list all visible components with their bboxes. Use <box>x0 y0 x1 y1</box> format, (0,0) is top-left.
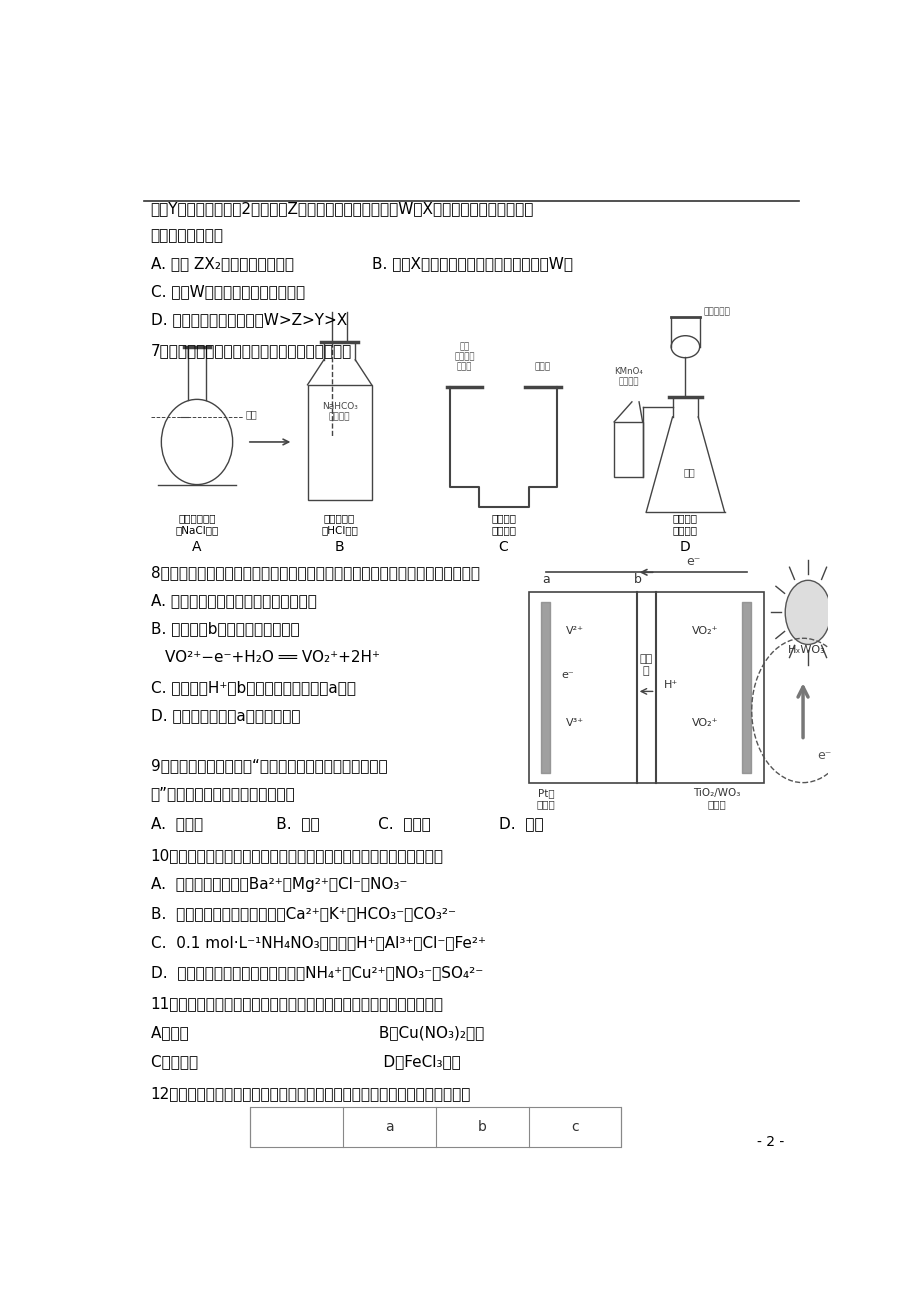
Text: KMnO₄
酸性溶液: KMnO₄ 酸性溶液 <box>613 367 642 387</box>
Text: VO²⁺−e⁻+H₂O ══ VO₂⁺+2H⁺: VO²⁺−e⁻+H₂O ══ VO₂⁺+2H⁺ <box>165 651 380 665</box>
Text: B. 光照时，b极的电极反应式为：: B. 光照时，b极的电极反应式为： <box>151 621 299 637</box>
Text: 铁钉
没食盐水
的棉圈: 铁钉 没食盐水 的棉圈 <box>454 342 474 372</box>
Text: D.  与铝反应能放出氢气的溶液中：NH₄⁺、Cu²⁺、NO₃⁻、SO₄²⁻: D. 与铝反应能放出氢气的溶液中：NH₄⁺、Cu²⁺、NO₃⁻、SO₄²⁻ <box>151 965 482 980</box>
Text: D. 夜间无光照时，a为电池的负极: D. 夜间无光照时，a为电池的负极 <box>151 708 300 724</box>
Text: 12、下表所列各组物质中，物质之间通过一步反应就能实现如图所示转化的是: 12、下表所列各组物质中，物质之间通过一步反应就能实现如图所示转化的是 <box>151 1087 471 1101</box>
Text: Pt网
铂电极: Pt网 铂电极 <box>537 788 555 810</box>
Text: A.  无色透明溶液中：Ba²⁺、Mg²⁺、Cl⁻、NO₃⁻: A. 无色透明溶液中：Ba²⁺、Mg²⁺、Cl⁻、NO₃⁻ <box>151 878 406 892</box>
Text: 观察铁的
吸氧腐蚀: 观察铁的 吸氧腐蚀 <box>491 513 516 535</box>
Text: 9、北宋诗人晏殊有诗句“梨花院落溶溶月，柳絮池塘淡淡: 9、北宋诗人晏殊有诗句“梨花院落溶溶月，柳絮池塘淡淡 <box>151 758 387 773</box>
Text: HₓWO₃: HₓWO₃ <box>787 646 824 655</box>
Text: c: c <box>571 1120 578 1134</box>
Text: 除去氯气中
的HCl气体: 除去氯气中 的HCl气体 <box>321 513 357 535</box>
Text: 11、铁片投入下列溶液，溶液质量增加，但无气体产生的是（　　　）: 11、铁片投入下列溶液，溶液质量增加，但无气体产生的是（ ） <box>151 996 443 1012</box>
Text: 8、一种全天候太阳能电化学电池的工作原理如下图所示，下列说法错误（　　）: 8、一种全天候太阳能电化学电池的工作原理如下图所示，下列说法错误（ ） <box>151 565 479 581</box>
Text: A.  蛋白质               B.  淀粉            C.  纤维素              D.  油脂: A. 蛋白质 B. 淀粉 C. 纤维素 D. 油脂 <box>151 816 543 831</box>
Text: 红墨水: 红墨水 <box>534 363 550 372</box>
Text: 视线: 视线 <box>245 409 257 419</box>
Text: C: C <box>498 540 508 555</box>
Text: D: D <box>679 540 690 555</box>
Text: B.  能使甲基橙变红的溶液中：Ca²⁺、K⁺、HCO₃⁻、CO₃²⁻: B. 能使甲基橙变红的溶液中：Ca²⁺、K⁺、HCO₃⁻、CO₃²⁻ <box>151 906 455 921</box>
Text: VO₂⁺: VO₂⁺ <box>691 626 718 637</box>
Text: V²⁺: V²⁺ <box>565 626 584 637</box>
Text: A: A <box>192 540 201 555</box>
Bar <box>307 385 371 500</box>
Bar <box>614 422 641 477</box>
Bar <box>528 592 763 783</box>
Circle shape <box>784 581 830 644</box>
Text: 倍，Y原子最外层只有2个电子，Z单质可制成半导体材料，W与X属于同一主族。下列叙述: 倍，Y原子最外层只有2个电子，Z单质可制成半导体材料，W与X属于同一主族。下列叙… <box>151 202 533 216</box>
Text: e⁻: e⁻ <box>816 749 831 762</box>
Text: e⁻: e⁻ <box>561 671 573 680</box>
Text: NaHCO₃
饱和溶液: NaHCO₃ 饱和溶液 <box>322 402 357 422</box>
Text: D. 原子半径的大小顺序：W>Z>Y>X: D. 原子半径的大小顺序：W>Z>Y>X <box>151 312 346 328</box>
Text: H⁺: H⁺ <box>664 680 677 690</box>
Text: C、稀硫酸                                      D、FeCl₃溶液: C、稀硫酸 D、FeCl₃溶液 <box>151 1055 460 1069</box>
Text: 风”。柳絮的主要化学成分是（　）: 风”。柳絮的主要化学成分是（ ） <box>151 786 295 801</box>
Text: 7、下列操作或装置能达到实验目的的是（　　）: 7、下列操作或装置能达到实验目的的是（ ） <box>151 342 352 358</box>
Text: b: b <box>477 1120 486 1134</box>
Text: B: B <box>335 540 344 555</box>
Text: e⁻: e⁻ <box>686 555 699 568</box>
Text: a: a <box>541 573 549 586</box>
Bar <box>250 1107 620 1147</box>
Text: b: b <box>633 573 641 586</box>
Text: 质子
膜: 质子 膜 <box>639 654 652 676</box>
Text: VO₂⁺: VO₂⁺ <box>691 717 718 728</box>
Text: 饱和食盐水: 饱和食盐水 <box>702 307 730 316</box>
Text: V³⁺: V³⁺ <box>565 717 584 728</box>
Text: 配制一定浓度
的NaCl溶液: 配制一定浓度 的NaCl溶液 <box>176 513 219 535</box>
Text: 电石: 电石 <box>682 467 694 477</box>
Text: A、盐酸                                       B、Cu(NO₃)₂溶液: A、盐酸 B、Cu(NO₃)₂溶液 <box>151 1026 483 1040</box>
Text: 正确的是（　　）: 正确的是（ ） <box>151 228 223 243</box>
Text: C. 光照时，H⁺由b极室透过质子膜进入a极室: C. 光照时，H⁺由b极室透过质子膜进入a极室 <box>151 681 356 695</box>
Text: 10、常温下，下列各组离子在指定溶液中一定能大量共存的是（　　）: 10、常温下，下列各组离子在指定溶液中一定能大量共存的是（ ） <box>151 848 443 863</box>
Text: C. 元素W的氧化物的水化物是强酸: C. 元素W的氧化物的水化物是强酸 <box>151 285 304 299</box>
Text: C.  0.1 mol·L⁻¹NH₄NO₃溶液中：H⁺、Al³⁺、Cl⁻、Fe²⁺: C. 0.1 mol·L⁻¹NH₄NO₃溶液中：H⁺、Al³⁺、Cl⁻、Fe²⁺ <box>151 935 485 950</box>
Text: a: a <box>385 1120 393 1134</box>
Text: A. 构成 ZX₂的基本微粒是分子                B. 元素X的简单气态氢化物的热稳定性比W强: A. 构成 ZX₂的基本微粒是分子 B. 元素X的简单气态氢化物的热稳定性比W强 <box>151 256 572 272</box>
Text: - 2 -: - 2 - <box>756 1135 784 1148</box>
Text: TiO₂/WO₃
光电极: TiO₂/WO₃ 光电极 <box>692 788 740 810</box>
Text: 检验乙炔
的还原性: 检验乙炔 的还原性 <box>672 513 698 535</box>
Text: A. 该电池与硅太阳能电池供电原理相同: A. 该电池与硅太阳能电池供电原理相同 <box>151 594 316 608</box>
